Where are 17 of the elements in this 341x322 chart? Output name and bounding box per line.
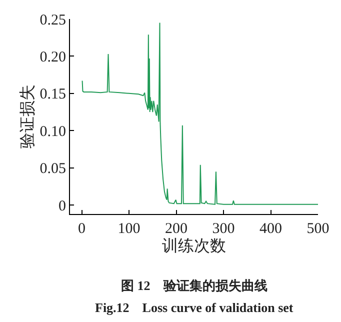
x-tick-label: 0 — [78, 221, 86, 237]
x-tick-label: 400 — [260, 221, 282, 237]
y-tick-label: 0.05 — [40, 161, 66, 178]
caption: 图 12 验证集的损失曲线 — [121, 278, 268, 293]
x-tick-label: 500 — [306, 221, 330, 237]
y-tick-label: 0.25 — [40, 12, 66, 28]
y-tick-label: 0.10 — [40, 124, 66, 140]
y-tick-label: 0.15 — [40, 86, 66, 103]
caption: Fig.12 Loss curve of validation set — [95, 300, 294, 315]
x-tick-label: 300 — [212, 221, 235, 237]
x-axis-title: 训练次数 — [162, 237, 226, 255]
y-axis-title: 验证损失 — [18, 84, 37, 148]
x-tick-label: 100 — [118, 221, 140, 237]
line-series — [82, 22, 318, 205]
y-tick-label: 0.20 — [40, 49, 66, 66]
y-tick-label: 0 — [58, 198, 66, 214]
x-tick-label: 200 — [165, 221, 188, 237]
